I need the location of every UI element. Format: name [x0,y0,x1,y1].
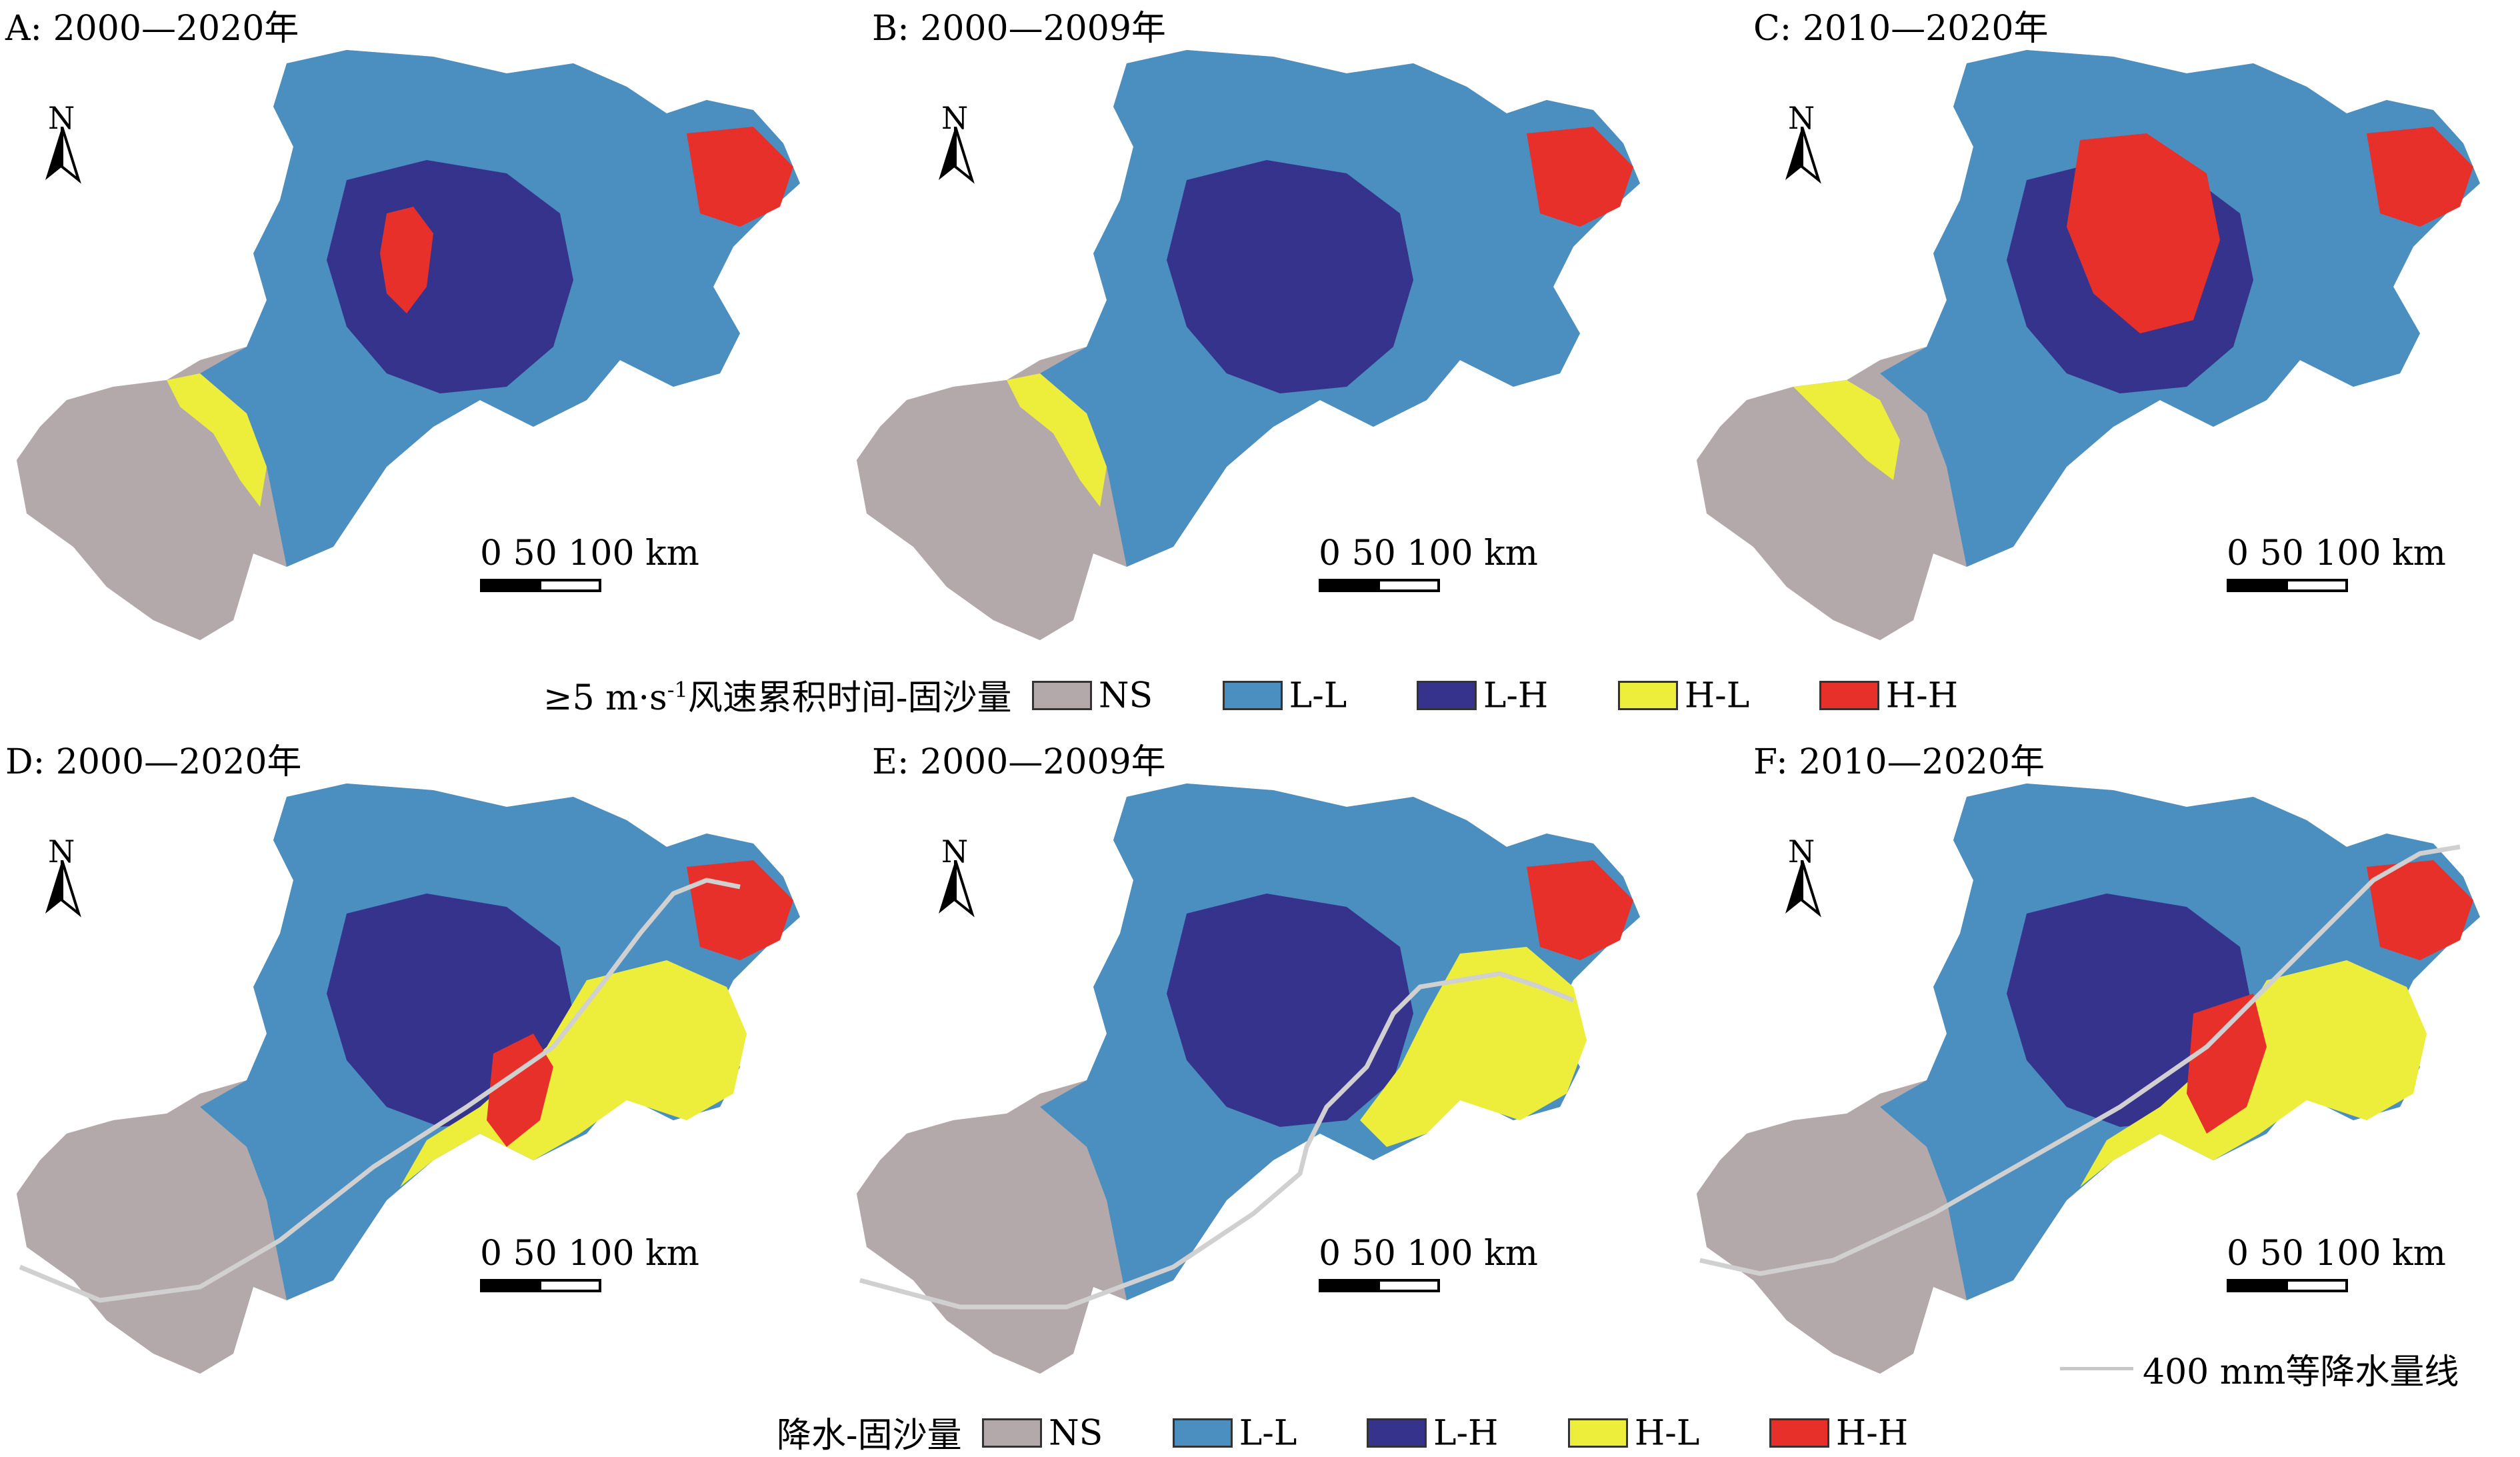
legend-item-ll: L-L [1222,673,1347,715]
region-map [17,784,800,1374]
legend-swatch [1567,1418,1628,1448]
legend-swatch [982,1418,1043,1448]
legend-precip-sand: 降水-固沙量 NS L-L L-H H-L H-H [777,1407,1908,1457]
cluster-hh-east [687,860,793,960]
isoline-400mm [1699,844,2461,1276]
legend-item-hh: H-H [1819,673,1958,715]
north-arrow-icon: N [932,834,979,927]
legend-title: 降水-固沙量 [777,1416,962,1456]
legend-item-lh: L-H [1366,1411,1498,1453]
cluster-hl [1793,380,1900,480]
north-arrow-icon: N [1779,834,1825,927]
panel-title: D: 2000—2020年 [5,742,302,782]
scale-labels: 0 50 100 km [2227,1234,2446,1274]
legend-swatch [1172,1418,1233,1448]
cluster-lh [1167,160,1413,393]
north-arrow-icon: N [932,100,979,193]
legend-item-ns: NS [1032,673,1153,715]
legend-item-hl: H-L [1567,1411,1699,1453]
legend-item-ns: NS [982,1411,1103,1453]
legend-swatch [1032,681,1092,711]
cluster-hh [2067,133,2220,333]
cluster-hh [1527,860,1633,960]
map-panel-f: F: 2010—2020年 N 0 50 100 km [1680,734,2520,1394]
legend-item-hl: H-L [1617,673,1749,715]
panel-title: B: 2000—2009年 [872,9,1166,49]
scale-labels: 0 50 100 km [1319,533,1538,573]
legend-swatch [1416,681,1477,711]
region-map [17,50,800,640]
legend-item-hh: H-H [1769,1411,1908,1453]
cluster-hh [2187,994,2267,1134]
region-map [1697,784,2480,1374]
isoline-400mm [19,878,741,1303]
cluster-hh-east [687,127,793,227]
panel-title: E: 2000—2009年 [872,742,1166,782]
legend-wind-sand: ≥5 m·s-1风速累积时间-固沙量 NS L-L L-H H-L H-H [543,669,1958,719]
legend-swatch [1222,681,1283,711]
legend-item-ll: L-L [1172,1411,1297,1453]
cluster-hl [1360,947,1587,1147]
cluster-ns [1697,1107,1967,1374]
cluster-hh [487,1034,553,1147]
scale-labels: 0 50 100 km [480,533,699,573]
region-map [1697,50,2480,640]
north-arrow-icon: N [1779,100,1825,193]
cluster-ns [857,1107,1127,1374]
legend-item-lh: L-H [1416,673,1548,715]
cluster-ns [17,1107,287,1374]
map-panel-e: E: 2000—2009年 N 0 50 100 km [840,734,1680,1394]
cluster-hh [380,207,433,313]
cluster-hl [1007,373,1107,507]
isoline-swatch [2060,1367,2133,1370]
panel-title: F: 2010—2020年 [1753,742,2045,782]
map-panel-a: A: 2000—2020年 N 0 50 100 km [0,0,840,660]
isoline-legend: 400 mm等降水量线 [2060,1344,2459,1394]
region-map [857,784,1640,1374]
isoline-label: 400 mm等降水量线 [2143,1352,2459,1392]
cluster-hh-east [2367,860,2473,960]
panel-title: C: 2010—2020年 [1753,9,2049,49]
panel-title: A: 2000—2020年 [5,9,299,49]
map-panel-b: B: 2000—2009年 N 0 50 100 km [840,0,1680,660]
scale-labels: 0 50 100 km [2227,533,2446,573]
region-map [857,50,1640,640]
legend-swatch [1366,1418,1427,1448]
cluster-hh [1527,127,1633,227]
scale-labels: 0 50 100 km [1319,1234,1538,1274]
cluster-lh [1167,894,1413,1127]
map-panel-d: D: 2000—2020年 N 0 50 100 km [0,734,840,1394]
north-arrow-icon: N [39,100,85,193]
north-arrow-icon: N [39,834,85,927]
cluster-hl [400,960,747,1187]
legend-swatch [1819,681,1879,711]
scale-labels: 0 50 100 km [480,1234,699,1274]
legend-swatch [1769,1418,1829,1448]
cluster-hl [167,373,267,507]
map-panel-c: C: 2010—2020年 N 0 50 100 km [1680,0,2520,660]
cluster-hh-east [2367,127,2473,227]
legend-swatch [1617,681,1678,711]
isoline-400mm [859,971,1575,1310]
legend-title: ≥5 m·s-1风速累积时间-固沙量 [543,677,1012,718]
